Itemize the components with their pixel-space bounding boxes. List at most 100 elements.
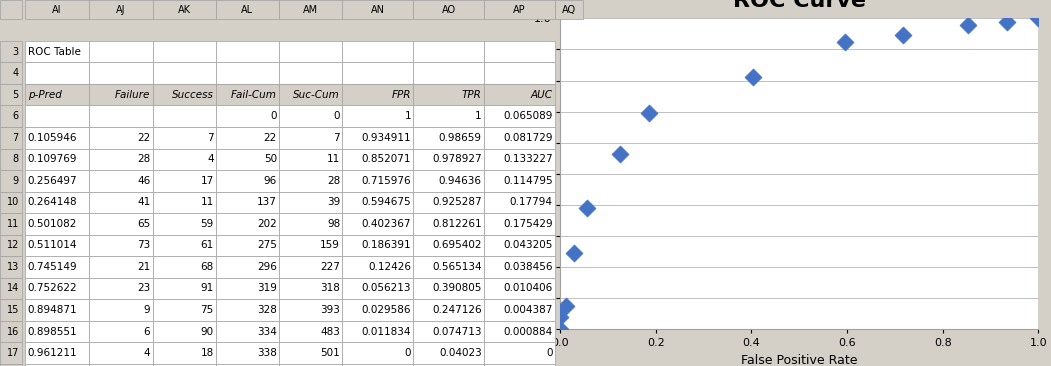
Text: 0.12426: 0.12426	[368, 262, 411, 272]
Bar	[413, 127, 485, 149]
Bar	[215, 0, 280, 19]
Bar	[343, 364, 413, 366]
Text: 0.081729: 0.081729	[503, 133, 553, 143]
Bar	[343, 0, 413, 19]
Bar	[413, 321, 485, 342]
Text: 17: 17	[6, 348, 19, 358]
Point	[579, 205, 596, 211]
Bar	[215, 342, 280, 364]
Bar	[343, 84, 413, 105]
Bar	[485, 84, 555, 105]
Bar	[413, 235, 485, 256]
Bar	[485, 127, 555, 149]
Text: 18: 18	[201, 348, 213, 358]
Bar	[25, 170, 89, 192]
Bar	[152, 213, 215, 235]
Bar	[413, 278, 485, 299]
Text: 0.065089: 0.065089	[503, 111, 553, 121]
Bar	[25, 256, 89, 278]
Text: 6: 6	[13, 111, 19, 121]
Text: 0.186391: 0.186391	[362, 240, 411, 250]
Bar	[0, 321, 22, 342]
Bar	[25, 192, 89, 213]
Bar	[280, 63, 343, 84]
Bar	[152, 170, 215, 192]
Bar	[343, 321, 413, 342]
Bar	[0, 149, 22, 170]
Text: 318: 318	[321, 284, 341, 294]
Text: 0.056213: 0.056213	[362, 284, 411, 294]
Text: 0.247126: 0.247126	[432, 305, 481, 315]
Bar	[215, 127, 280, 149]
Bar	[152, 364, 215, 366]
Title: ROC Curve: ROC Curve	[733, 0, 866, 11]
Point	[641, 110, 658, 116]
Text: 90: 90	[201, 326, 213, 337]
Point	[960, 22, 976, 28]
Text: 0: 0	[547, 348, 553, 358]
Bar	[343, 342, 413, 364]
Bar	[25, 321, 89, 342]
Bar	[413, 84, 485, 105]
Bar	[152, 192, 215, 213]
Bar	[89, 235, 152, 256]
Text: 0.390805: 0.390805	[432, 284, 481, 294]
Bar	[485, 170, 555, 192]
Text: 7: 7	[333, 133, 341, 143]
Text: 0.043205: 0.043205	[503, 240, 553, 250]
Text: 12: 12	[6, 240, 19, 250]
Bar	[343, 278, 413, 299]
Bar	[0, 192, 22, 213]
Text: 0.745149: 0.745149	[27, 262, 78, 272]
Text: 0.565134: 0.565134	[432, 262, 481, 272]
Point	[612, 151, 628, 157]
Point	[552, 314, 569, 320]
Bar	[215, 321, 280, 342]
Text: AJ: AJ	[116, 5, 126, 15]
Bar	[485, 41, 555, 63]
Text: 46: 46	[137, 176, 150, 186]
Bar	[152, 84, 215, 105]
Text: 483: 483	[321, 326, 341, 337]
Bar	[215, 192, 280, 213]
Bar	[280, 41, 343, 63]
Text: 15: 15	[6, 305, 19, 315]
Bar	[485, 213, 555, 235]
Text: 28: 28	[327, 176, 341, 186]
Text: 0.894871: 0.894871	[27, 305, 78, 315]
Bar	[413, 192, 485, 213]
Bar	[413, 105, 485, 127]
Bar	[0, 63, 22, 84]
Text: 1: 1	[405, 111, 411, 121]
Text: 393: 393	[321, 305, 341, 315]
Text: 0.011834: 0.011834	[362, 326, 411, 337]
Bar	[25, 342, 89, 364]
Bar	[152, 342, 215, 364]
Text: 7: 7	[13, 133, 19, 143]
Text: 98: 98	[327, 219, 341, 229]
Text: 0: 0	[333, 111, 341, 121]
Text: 59: 59	[201, 219, 213, 229]
Text: 0.17794: 0.17794	[510, 197, 553, 208]
Bar	[343, 299, 413, 321]
Text: 0.133227: 0.133227	[503, 154, 553, 164]
Text: 0.109769: 0.109769	[27, 154, 77, 164]
Bar	[485, 192, 555, 213]
Bar	[152, 278, 215, 299]
Bar	[0, 256, 22, 278]
Bar	[89, 213, 152, 235]
Bar	[280, 105, 343, 127]
Bar	[215, 213, 280, 235]
Text: 0.000884: 0.000884	[503, 326, 553, 337]
Text: AO: AO	[441, 5, 456, 15]
Bar	[280, 84, 343, 105]
Text: 328: 328	[257, 305, 276, 315]
Text: 61: 61	[201, 240, 213, 250]
Bar	[89, 0, 152, 19]
Bar	[413, 213, 485, 235]
Bar	[485, 299, 555, 321]
Text: 0.402367: 0.402367	[362, 219, 411, 229]
Bar	[89, 105, 152, 127]
Bar	[280, 170, 343, 192]
Bar	[25, 63, 89, 84]
